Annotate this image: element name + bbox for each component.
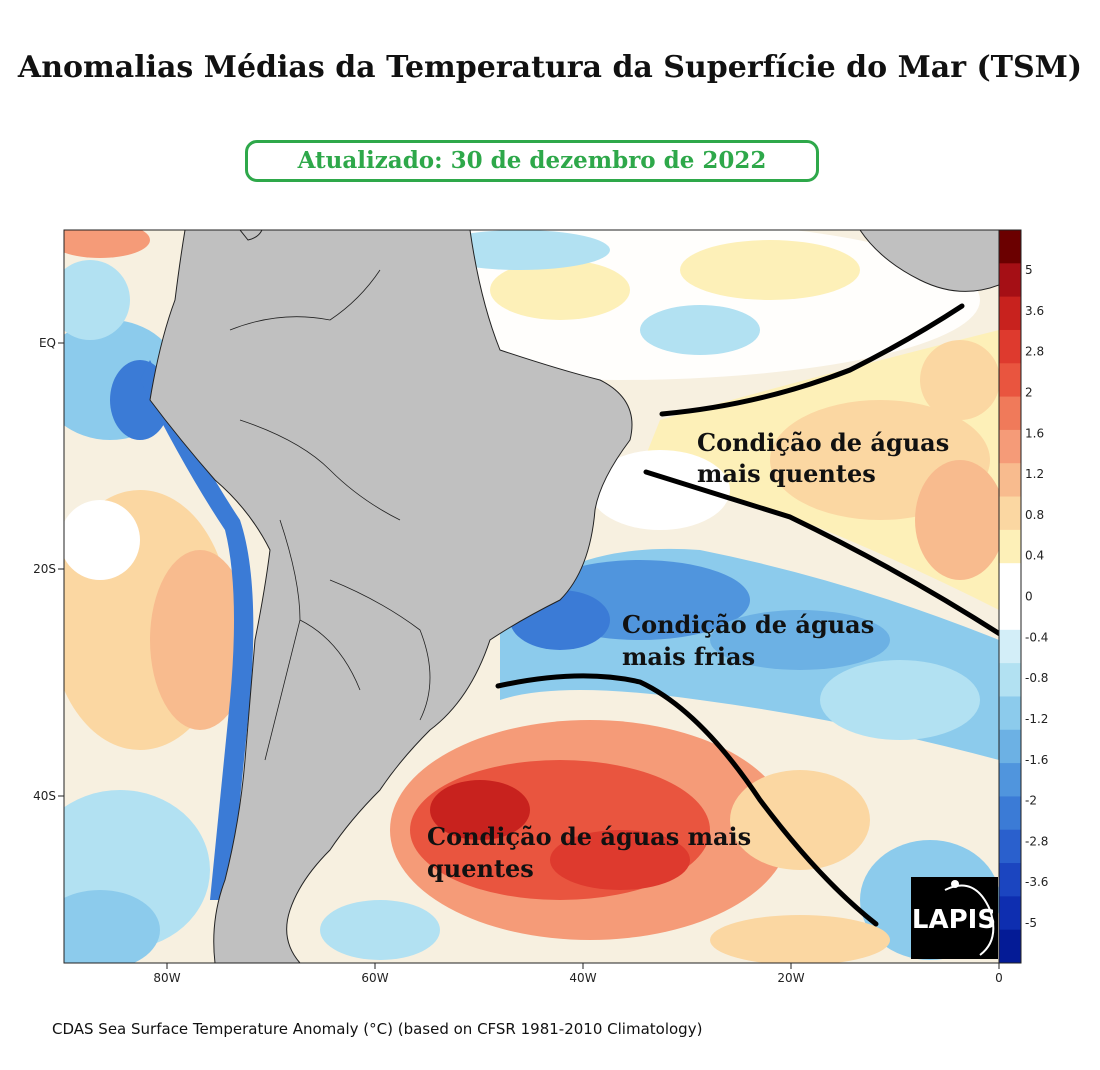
colorbar-segment — [999, 429, 1021, 464]
colorbar-segment — [999, 663, 1021, 697]
colorbar-label: -0.8 — [1025, 671, 1048, 685]
colorbar-segment — [999, 596, 1021, 631]
colorbar-segment — [999, 463, 1021, 498]
lon-label-60w: 60W — [361, 971, 388, 985]
lon-label-40w: 40W — [569, 971, 596, 985]
boundary-south — [495, 673, 879, 927]
anomaly-boundaries — [495, 303, 1006, 927]
colorbar-label: 1.6 — [1025, 426, 1044, 440]
colorbar-segment — [999, 496, 1021, 531]
colorbar-segment — [999, 763, 1021, 797]
colorbar-label: -2.8 — [1025, 834, 1048, 848]
colorbar-segment — [999, 796, 1021, 831]
colorbar-label: 2.8 — [1025, 345, 1044, 359]
colorbar-label: 1.2 — [1025, 467, 1044, 481]
longitude-labels: 80W 60W 40W 20W 0 — [153, 963, 1003, 985]
colorbar-label: -1.2 — [1025, 712, 1048, 726]
lon-label-80w: 80W — [153, 971, 180, 985]
colorbar-segment — [999, 329, 1021, 364]
colorbar-label: 2 — [1025, 385, 1033, 399]
lapis-logo: LAPIS — [911, 877, 998, 959]
colorbar-label: -1.6 — [1025, 753, 1048, 767]
colorbar-segment — [999, 696, 1021, 731]
country-borders — [229, 269, 431, 761]
colorbar-segment — [999, 396, 1021, 431]
colorbar-segment — [999, 729, 1021, 764]
boundary-north — [659, 303, 965, 417]
sst-field — [64, 230, 999, 963]
colorbar-label: -5 — [1025, 916, 1037, 930]
colorbar-label: -0.4 — [1025, 630, 1048, 644]
caption: CDAS Sea Surface Temperature Anomaly (°C… — [52, 1020, 703, 1038]
colorbar-segment — [999, 263, 1021, 298]
latitude-labels: EQ 20S 40S — [33, 336, 64, 803]
south-america-land — [149, 230, 633, 963]
lat-label-40s: 40S — [33, 789, 56, 803]
lat-label-20s: 20S — [33, 562, 56, 576]
colorbar-segment — [999, 863, 1021, 897]
colorbar-segment — [999, 829, 1021, 864]
colorbar-label: -3.6 — [1025, 875, 1048, 889]
colorbar-label: -2 — [1025, 794, 1037, 808]
africa-land — [859, 230, 999, 292]
colorbar-segment — [999, 363, 1021, 398]
colorbar-segment — [999, 296, 1021, 331]
colorbar-segment — [999, 529, 1021, 564]
colorbar-segment — [999, 929, 1021, 964]
colorbar-segment — [999, 629, 1021, 664]
colorbar-label: 3.6 — [1025, 304, 1044, 318]
update-date-badge: Atualizado: 30 de dezembro de 2022 — [245, 140, 819, 182]
lon-label-0: 0 — [995, 971, 1003, 985]
sst-anomaly-map: Condição de águas mais quentes Condição d… — [33, 229, 1048, 985]
colorbar-segment — [999, 896, 1021, 931]
colorbar-label: 0.8 — [1025, 508, 1044, 522]
colorbar-label: 0.4 — [1025, 549, 1044, 563]
region-label-north-warm: Condição de águas mais quentes — [697, 428, 949, 488]
map-title: Anomalias Médias da Temperatura da Super… — [17, 50, 1083, 85]
region-label-south-warm: Condição de águas mais quentes — [427, 822, 751, 883]
colorbar-segment — [999, 230, 1021, 264]
colorbar: 5 3.6 2.8 2 1.6 1.2 0.8 0.4 0 -0.4 -0.8 -1.2 -1.6 -2 -… — [998, 229, 1048, 964]
colorbar-label: 0 — [1025, 590, 1033, 604]
colorbar-label: 5 — [1025, 263, 1033, 277]
region-label-cold: Condição de águas mais frias — [622, 610, 874, 671]
colorbar-segment — [999, 563, 1021, 597]
boundary-middle — [643, 469, 1006, 639]
svg-text:LAPIS: LAPIS — [912, 905, 996, 935]
lat-label-eq: EQ — [39, 336, 56, 350]
lon-label-20w: 20W — [777, 971, 804, 985]
